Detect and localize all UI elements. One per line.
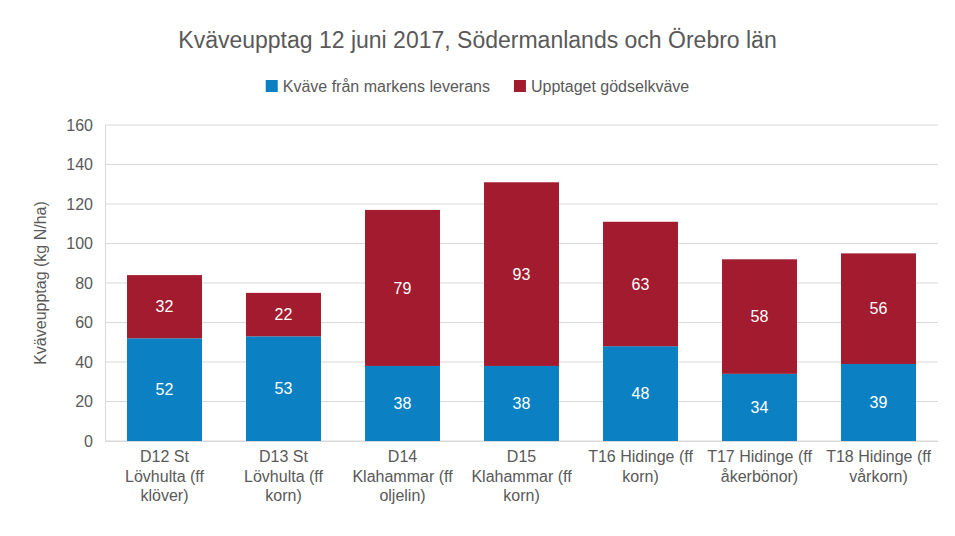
y-tick-label: 100 bbox=[66, 235, 93, 252]
grid-line bbox=[105, 125, 938, 126]
y-tick: 40 bbox=[75, 354, 105, 371]
x-tick-label: D15Klahammar (ffkorn) bbox=[471, 448, 572, 503]
legend-swatch bbox=[266, 80, 278, 92]
data-label: 53 bbox=[275, 380, 293, 397]
data-label: 48 bbox=[632, 385, 650, 402]
y-tick-label: 80 bbox=[75, 275, 93, 292]
legend-swatch bbox=[514, 80, 526, 92]
data-label: 56 bbox=[870, 300, 888, 317]
x-tick: D13 StLövhulta (ffkorn) bbox=[244, 441, 323, 504]
x-axis: D12 StLövhulta (ffklöver) D13 StLövhulta … bbox=[106, 441, 939, 504]
y-tick-label: 60 bbox=[75, 314, 93, 331]
x-tick-label: T18 Hidinge (ffvårkorn) bbox=[826, 448, 931, 484]
bar bbox=[127, 275, 202, 338]
data-label: 93 bbox=[513, 266, 531, 283]
y-tick: 140 bbox=[66, 156, 105, 173]
bar bbox=[365, 366, 440, 441]
x-tick: D14Klahammar (ffoljelin) bbox=[352, 441, 453, 504]
y-tick-label: 140 bbox=[66, 156, 93, 173]
x-tick-label: D12 StLövhulta (ffklöver) bbox=[125, 448, 204, 503]
data-labels: 52 53 38 38 48 34 39 32 22 79 93 63 58 56 bbox=[156, 266, 888, 416]
bars bbox=[127, 182, 916, 441]
y-tick-label: 20 bbox=[75, 393, 93, 410]
bar bbox=[722, 374, 797, 441]
data-label: 58 bbox=[751, 308, 769, 325]
y-tick-label: 160 bbox=[66, 117, 93, 134]
data-label: 79 bbox=[394, 280, 412, 297]
x-tick: T17 Hidinge (ffåkerbönor) bbox=[707, 441, 812, 485]
bar bbox=[603, 346, 678, 441]
x-tick: T16 Hidinge (ffkorn) bbox=[588, 441, 693, 485]
data-label: 32 bbox=[156, 298, 174, 315]
grid-line bbox=[105, 164, 938, 165]
bar bbox=[365, 210, 440, 366]
y-axis-line bbox=[105, 126, 106, 442]
y-tick-label: 120 bbox=[66, 196, 93, 213]
data-label: 34 bbox=[751, 399, 769, 416]
data-label: 38 bbox=[394, 395, 412, 412]
y-tick-label: 40 bbox=[75, 354, 93, 371]
y-axis-title: Kväveupptag (kg N/ha) bbox=[32, 201, 49, 365]
data-label: 22 bbox=[275, 306, 293, 323]
data-label: 52 bbox=[156, 381, 174, 398]
bar bbox=[484, 366, 559, 441]
data-label: 63 bbox=[632, 276, 650, 293]
data-label: 39 bbox=[870, 394, 888, 411]
x-axis-line bbox=[106, 441, 939, 442]
x-tick-label: T17 Hidinge (ffåkerbönor) bbox=[707, 448, 812, 484]
chart: Kväveupptag 12 juni 2017, Södermanlands … bbox=[0, 0, 955, 536]
bar bbox=[127, 338, 202, 441]
legend-label: Upptaget gödselkväve bbox=[531, 78, 689, 95]
x-tick-label: D14Klahammar (ffoljelin) bbox=[352, 448, 453, 503]
legend-item: Kväve från markens leverans bbox=[266, 78, 490, 95]
y-tick: 0 bbox=[84, 433, 105, 450]
bar bbox=[246, 293, 321, 336]
bar bbox=[484, 182, 559, 366]
title: Kväveupptag 12 juni 2017, Södermanlands … bbox=[178, 27, 776, 53]
y-axis: 0 20 40 60 80 100 120 140 160 bbox=[66, 117, 105, 450]
y-tick: 60 bbox=[75, 314, 105, 331]
bar bbox=[246, 336, 321, 441]
grid bbox=[105, 125, 938, 441]
legend-item: Upptaget gödselkväve bbox=[514, 78, 689, 95]
bar bbox=[841, 253, 916, 364]
y-tick-label: 0 bbox=[84, 433, 93, 450]
legend-label: Kväve från markens leverans bbox=[283, 78, 490, 95]
data-label: 38 bbox=[513, 395, 531, 412]
y-tick: 20 bbox=[75, 393, 105, 410]
x-tick: T18 Hidinge (ffvårkorn) bbox=[826, 441, 931, 485]
y-tick: 100 bbox=[66, 235, 105, 252]
bar bbox=[722, 259, 797, 374]
x-tick-label: D13 StLövhulta (ffkorn) bbox=[244, 448, 323, 503]
x-tick: D12 StLövhulta (ffklöver) bbox=[125, 441, 204, 504]
y-tick: 120 bbox=[66, 196, 105, 213]
x-tick-label: T16 Hidinge (ffkorn) bbox=[588, 448, 693, 484]
legend: Kväve från markens leverans Upptaget göds… bbox=[266, 78, 690, 95]
bar bbox=[841, 364, 916, 441]
y-tick: 80 bbox=[75, 275, 105, 292]
x-tick: D15Klahammar (ffkorn) bbox=[471, 441, 572, 504]
y-tick: 160 bbox=[66, 117, 105, 134]
bar bbox=[603, 222, 678, 346]
